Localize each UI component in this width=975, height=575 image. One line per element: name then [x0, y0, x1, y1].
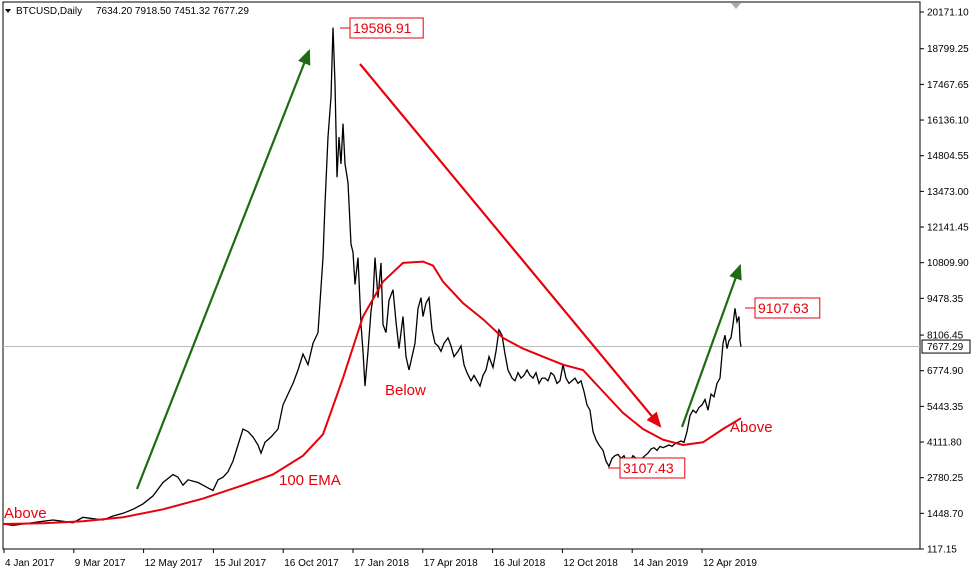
- plot-frame: [2, 1, 921, 550]
- annotation-above-right: Above: [730, 419, 773, 436]
- price-label-box: [619, 457, 686, 479]
- price-label-box: [754, 297, 821, 319]
- x-tick-label: 17 Jan 2018: [354, 558, 409, 569]
- price-label: 9107.63: [745, 297, 821, 319]
- price-label: 19586.91: [340, 17, 424, 39]
- y-tick-label: 9478.35: [927, 294, 964, 305]
- price-label-text: 19586.91: [353, 20, 412, 36]
- scroll-marker-icon[interactable]: [731, 3, 741, 9]
- x-tick-label: 12 Apr 2019: [703, 558, 757, 569]
- y-tick-label: 20171.10: [927, 8, 969, 19]
- y-tick-label: 8106.45: [927, 331, 964, 342]
- y-tick-label: 14804.55: [927, 151, 969, 162]
- y-tick-label: 17467.65: [927, 80, 969, 91]
- x-tick-label: 9 Mar 2017: [75, 558, 126, 569]
- annotation-ema: 100 EMA: [279, 472, 341, 489]
- ema-series-line: [2, 260, 742, 525]
- y-tick-label: 4111.80: [927, 438, 962, 449]
- x-tick-label: 16 Oct 2017: [284, 558, 339, 569]
- x-tick-label: 12 Oct 2018: [563, 558, 618, 569]
- y-tick-label: 1448.70: [927, 509, 964, 520]
- x-tick-label: 15 Jul 2017: [214, 558, 266, 569]
- current-price-label: 7677.29: [927, 342, 964, 353]
- y-tick-label: 117.15: [927, 545, 957, 556]
- symbol-label: BTCUSD,Daily: [16, 6, 82, 17]
- uptrend-arrow-2: [680, 263, 742, 428]
- x-tick-label: 16 Jul 2018: [494, 558, 546, 569]
- price-label-text: 3107.43: [623, 460, 674, 476]
- x-tick-label: 4 Jan 2017: [5, 558, 55, 569]
- current-price-box: [921, 339, 971, 354]
- y-tick-label: 16136.10: [927, 116, 969, 127]
- y-tick-label: 13473.00: [927, 187, 969, 198]
- price-labels: 19586.91 3107.43 9107.63: [340, 17, 821, 479]
- annotation-above-left: Above: [4, 505, 47, 522]
- x-tick-label: 14 Jan 2019: [633, 558, 688, 569]
- price-label: 3107.43: [608, 457, 686, 479]
- annotation-below: Below: [385, 382, 426, 399]
- y-tick-label: 18799.25: [927, 44, 969, 55]
- y-tick-label: 10809.90: [927, 258, 969, 269]
- y-tick-label: 6774.90: [927, 366, 964, 377]
- uptrend-arrow-1: [135, 48, 311, 490]
- y-tick-label: 12141.45: [927, 223, 969, 234]
- ohlc-values: 7634.20 7918.50 7451.32 7677.29: [96, 6, 249, 17]
- x-tick-label: 12 May 2017: [145, 558, 203, 569]
- downtrend-arrow: [359, 63, 662, 428]
- x-axis: 4 Jan 2017 9 Mar 2017 12 May 2017 15 Jul 20…: [3, 549, 757, 569]
- symbol-dropdown-icon[interactable]: [5, 9, 11, 13]
- price-label-box: [349, 17, 424, 39]
- price-series-line: [2, 27, 742, 527]
- x-tick-label: 17 Apr 2018: [424, 558, 478, 569]
- y-tick-label: 5443.35: [927, 402, 964, 413]
- price-label-text: 9107.63: [758, 300, 809, 316]
- y-axis: 20171.10 18799.25 17467.65 16136.10 14804.55…: [920, 8, 969, 556]
- y-tick-label: 2780.25: [927, 473, 964, 484]
